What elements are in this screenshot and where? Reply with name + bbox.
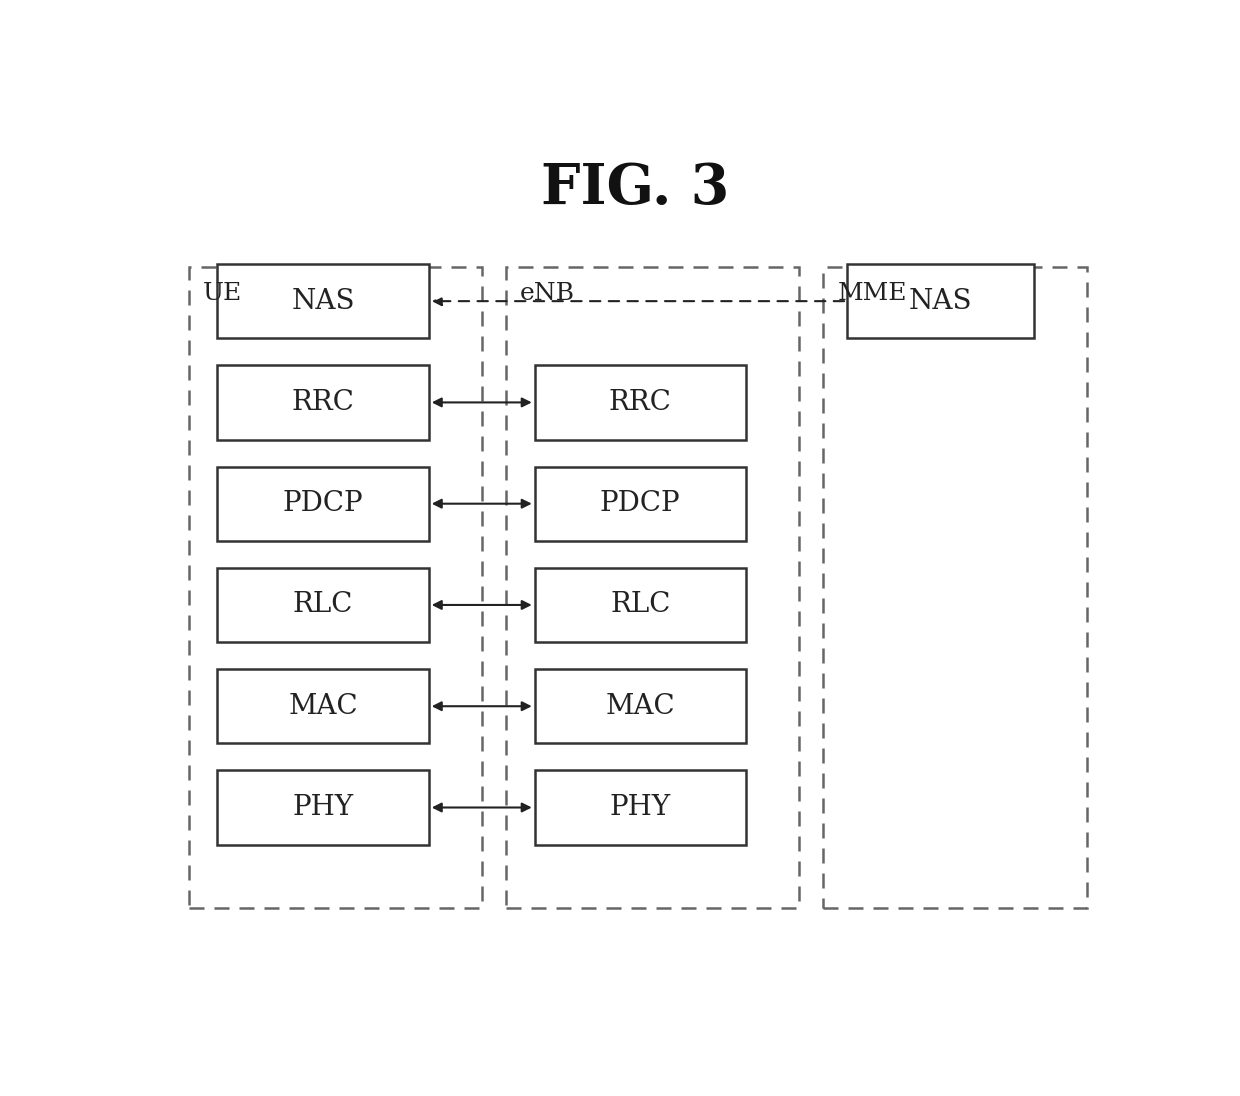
Text: MME: MME <box>837 282 906 305</box>
Bar <box>217 669 429 743</box>
Text: RLC: RLC <box>293 592 353 618</box>
Text: NAS: NAS <box>291 287 355 315</box>
Bar <box>217 467 429 540</box>
Bar <box>506 266 799 907</box>
Bar <box>534 568 746 642</box>
Text: UE: UE <box>203 282 242 305</box>
Text: RLC: RLC <box>610 592 671 618</box>
Text: eNB: eNB <box>521 282 575 305</box>
Text: NAS: NAS <box>909 287 972 315</box>
Text: MAC: MAC <box>289 693 358 720</box>
Bar <box>534 669 746 743</box>
Bar <box>534 770 746 845</box>
Bar <box>217 770 429 845</box>
Bar <box>217 264 429 339</box>
Text: FIG. 3: FIG. 3 <box>542 161 729 216</box>
Bar <box>534 467 746 540</box>
Text: PHY: PHY <box>293 794 353 821</box>
Bar <box>217 365 429 439</box>
Text: PDCP: PDCP <box>600 490 681 517</box>
Text: PHY: PHY <box>610 794 671 821</box>
Bar <box>217 568 429 642</box>
Bar <box>534 365 746 439</box>
Text: MAC: MAC <box>605 693 675 720</box>
Bar <box>188 266 481 907</box>
Text: RRC: RRC <box>291 389 355 415</box>
Text: PDCP: PDCP <box>283 490 363 517</box>
Bar <box>847 264 1034 339</box>
Text: RRC: RRC <box>609 389 672 415</box>
Bar <box>823 266 1087 907</box>
